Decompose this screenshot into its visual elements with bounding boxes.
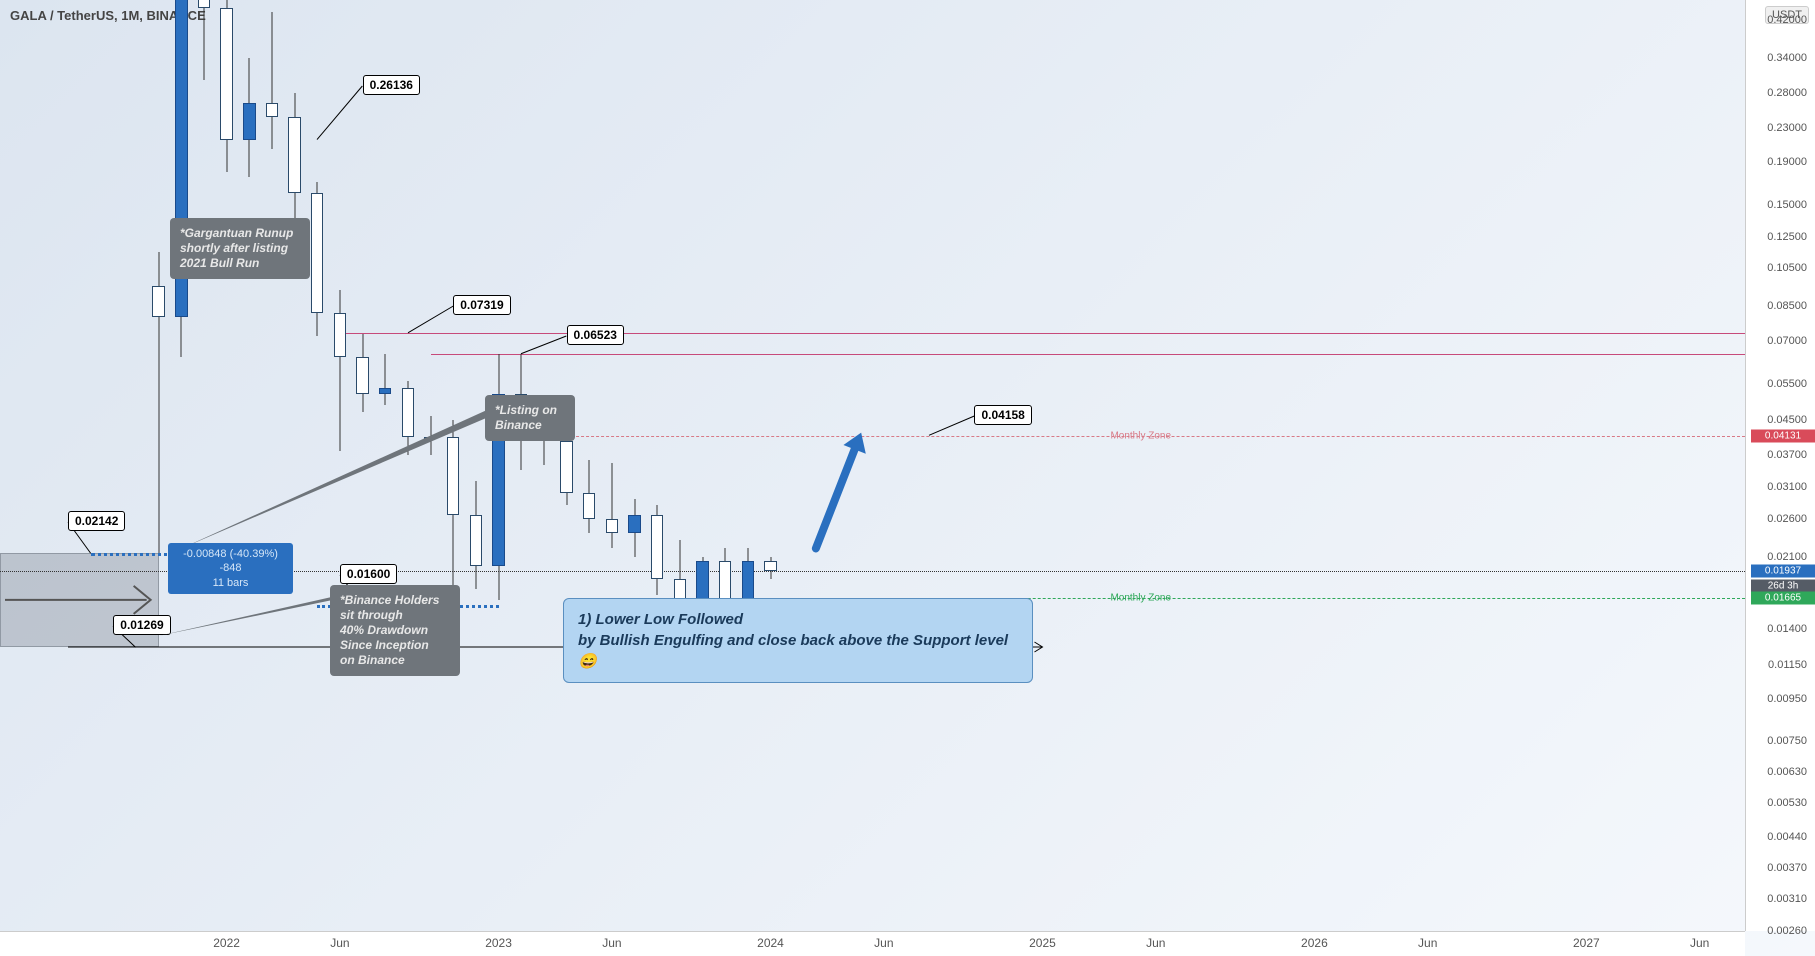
x-tick: 2022 (213, 936, 240, 950)
y-tick: 0.07000 (1767, 335, 1807, 347)
y-tick: 0.08500 (1767, 300, 1807, 312)
x-tick: Jun (1418, 936, 1437, 950)
y-tick: 0.10500 (1767, 262, 1807, 274)
y-tick: 0.02100 (1767, 551, 1807, 563)
y-tick: 0.00440 (1767, 831, 1807, 843)
y-tick: 0.00950 (1767, 693, 1807, 705)
y-tick: 0.00630 (1767, 766, 1807, 778)
y-tick: 0.00750 (1767, 735, 1807, 747)
y-tick: 0.00260 (1767, 925, 1807, 937)
y-tick: 0.00310 (1767, 893, 1807, 905)
y-tick: 0.01150 (1768, 659, 1807, 671)
x-tick: 2025 (1029, 936, 1056, 950)
y-tick: 0.15000 (1767, 199, 1807, 211)
x-tick: Jun (1146, 936, 1165, 950)
x-tick: 2026 (1301, 936, 1328, 950)
price-flag: 0.01937 (1751, 565, 1815, 578)
price-flag: 0.01665 (1751, 592, 1815, 605)
y-tick: 0.03700 (1767, 449, 1807, 461)
y-tick: 0.00370 (1767, 862, 1807, 874)
y-tick: 0.05500 (1767, 378, 1807, 390)
y-tick: 0.00530 (1767, 797, 1807, 809)
y-tick: 0.23000 (1767, 122, 1807, 134)
y-tick: 0.02600 (1767, 513, 1807, 525)
y-tick: 0.34000 (1767, 52, 1807, 64)
y-tick: 0.12500 (1767, 231, 1807, 243)
price-flag: 0.04131 (1751, 429, 1815, 442)
x-tick: 2024 (757, 936, 784, 950)
x-tick: Jun (1690, 936, 1709, 950)
y-tick: 0.04500 (1767, 414, 1807, 426)
y-tick: 0.19000 (1767, 156, 1807, 168)
y-tick: 0.01400 (1767, 623, 1807, 635)
x-tick: Jun (602, 936, 621, 950)
y-tick: 0.03100 (1767, 481, 1807, 493)
x-tick: 2023 (485, 936, 512, 950)
projection-arrow-icon[interactable] (0, 0, 1745, 931)
time-axis[interactable]: 2022 Jun 2023 Jun 2024 Jun 2025 Jun 2026 Jun 2027 J… (0, 931, 1745, 956)
y-tick: 0.28000 (1767, 87, 1807, 99)
price-axis[interactable]: USDT 0.420000.340000.280000.230000.19000… (1745, 0, 1815, 931)
x-tick: Jun (330, 936, 349, 950)
x-tick: Jun (874, 936, 893, 950)
x-tick: 2027 (1573, 936, 1600, 950)
y-tick: 0.42000 (1767, 14, 1807, 26)
chart-area[interactable]: GALA / TetherUS, 1M, BINANCE Monthly Zon… (0, 0, 1745, 931)
